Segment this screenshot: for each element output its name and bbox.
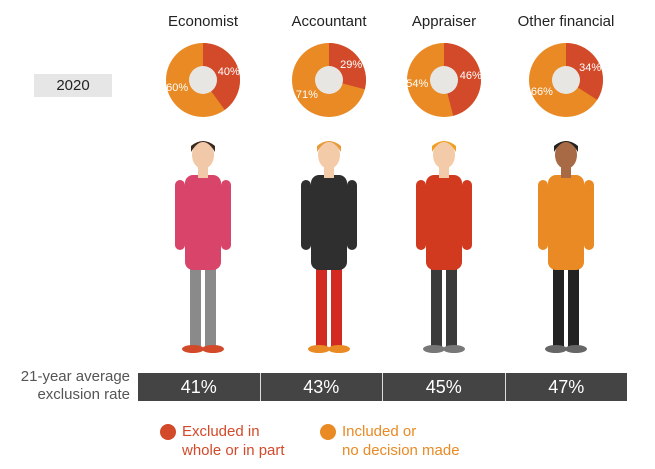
pie-center (430, 66, 458, 94)
person-leg-right (568, 267, 579, 347)
person-shoe (565, 345, 587, 353)
person-neck (561, 164, 571, 178)
person-shoe (202, 345, 224, 353)
person-torso (311, 175, 347, 270)
title-accountant: Accountant (291, 13, 367, 30)
legend-dot-included (320, 424, 336, 440)
legend-excluded-line2: whole or in part (182, 442, 285, 459)
pie-label-excluded: 40% (218, 66, 240, 78)
pie-slice-excluded (203, 43, 240, 110)
legend-excluded-line1: Excluded in (182, 423, 260, 440)
person-arm-left (538, 180, 548, 250)
title-other-financial: Other financial (517, 13, 615, 30)
person-arm-left (175, 180, 185, 250)
person-shoe (545, 345, 567, 353)
pie-center (315, 66, 343, 94)
pie-label-excluded: 46% (460, 70, 482, 82)
person-arm-right (221, 180, 231, 250)
person-leg-right (331, 267, 342, 347)
legend-excluded: Excluded in whole or in part (160, 422, 285, 460)
average-economist: 41% (180, 377, 217, 397)
person-leg-right (205, 267, 216, 347)
average-label: 21-year average exclusion rate (0, 368, 130, 404)
person-head (318, 141, 340, 169)
person-shoe (328, 345, 350, 353)
pie-label-excluded: 29% (340, 59, 362, 71)
person-shoe (182, 345, 204, 353)
average-appraiser: 45% (382, 373, 505, 401)
person-torso (548, 175, 584, 270)
person-arm-right (347, 180, 357, 250)
pie-slice-excluded (444, 43, 482, 116)
year-badge: 2020 (34, 74, 112, 97)
person-neck (439, 164, 449, 178)
person-head (433, 141, 455, 169)
title-appraiser: Appraiser (411, 13, 477, 30)
person-shoe (443, 345, 465, 353)
average-accountant: 43% (259, 373, 383, 401)
pie-label-included: 66% (531, 86, 553, 98)
person-torso (426, 175, 462, 270)
legend-included-line1: Included or (342, 423, 417, 440)
person-arm-left (416, 180, 426, 250)
legend-included: Included or no decision made (320, 422, 460, 460)
person-neck (324, 164, 334, 178)
person-leg-left (190, 267, 201, 347)
legend-dot-excluded (160, 424, 176, 440)
person-arm-right (462, 180, 472, 250)
person-shoe (423, 345, 445, 353)
person-hair (554, 141, 578, 152)
person-leg-left (316, 267, 327, 347)
average-bar: 41% 43% 45% 47% (138, 373, 627, 401)
average-label-line2: exclusion rate (37, 386, 130, 403)
title-economist: Economist (167, 13, 239, 30)
pie-center (552, 66, 580, 94)
person-torso (185, 175, 221, 270)
person-leg-right (446, 267, 457, 347)
average-other-financial: 47% (504, 373, 628, 401)
person-hair (317, 141, 341, 152)
pie-label-included: 60% (166, 82, 188, 94)
pie-label-included: 54% (406, 78, 428, 90)
person-hair (191, 141, 215, 152)
person-neck (198, 164, 208, 178)
person-head (192, 141, 214, 169)
average-label-line1: 21-year average (20, 368, 130, 385)
person-leg-left (431, 267, 442, 347)
person-shoe (308, 345, 330, 353)
legend-included-line2: no decision made (342, 442, 460, 459)
pie-label-excluded: 34% (579, 62, 601, 74)
person-arm-right (584, 180, 594, 250)
person-leg-left (553, 267, 564, 347)
pie-center (189, 66, 217, 94)
person-hair (432, 141, 456, 152)
pie-label-included: 71% (296, 89, 318, 101)
person-head (555, 141, 577, 169)
person-arm-left (301, 180, 311, 250)
